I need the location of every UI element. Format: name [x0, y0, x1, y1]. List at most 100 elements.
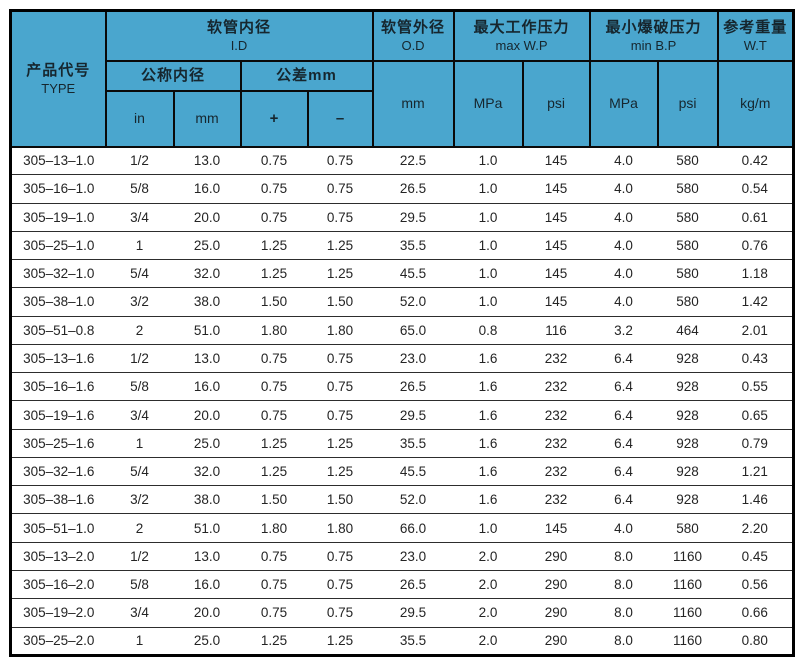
cell-minbp-psi: 580 [657, 174, 718, 204]
cell-tol-plus: 0.75 [240, 174, 308, 204]
header-id-unit-in-label: in [134, 109, 145, 126]
table-row: 305–16–1.0 5/8 16.0 0.75 0.75 26.5 1.0 145 4.0 58… [10, 174, 794, 204]
cell-maxwp-psi: 290 [522, 569, 590, 599]
cell-id-mm: 32.0 [173, 259, 241, 288]
table-row: 305–51–0.8 2 51.0 1.80 1.80 65.0 0.8 116 3.2 464 2… [10, 315, 794, 345]
cell-id-mm: 20.0 [173, 598, 241, 628]
cell-od-mm: 26.5 [372, 569, 454, 599]
cell-id-mm: 25.0 [173, 428, 241, 458]
hose-spec-table: 产品代号 TYPE 软管内径 I.D 软管外径 O.D 最大工作压力 max W… [9, 9, 796, 657]
cell-minbp-psi: 580 [657, 287, 718, 317]
cell-tol-minus: 1.80 [307, 513, 373, 543]
cell-minbp-psi: 1160 [657, 569, 718, 599]
cell-id-mm: 25.0 [173, 230, 241, 260]
cell-maxwp-psi: 145 [522, 259, 590, 288]
cell-type: 305–16–2.0 [10, 569, 106, 599]
header-wt-unit-kgm-label: kg/m [740, 94, 771, 111]
cell-tol-plus: 0.75 [240, 598, 308, 628]
cell-maxwp-psi: 145 [522, 230, 590, 260]
cell-type: 305–19–1.6 [10, 400, 106, 430]
cell-maxwp-mpa: 0.8 [453, 315, 523, 345]
cell-id-in: 5/8 [105, 372, 174, 401]
cell-od-mm: 52.0 [372, 287, 454, 317]
cell-minbp-mpa: 8.0 [589, 541, 658, 571]
cell-od-mm: 26.5 [372, 174, 454, 204]
cell-wt-kgm: 0.61 [717, 202, 794, 232]
table-row: 305–13–1.6 1/2 13.0 0.75 0.75 23.0 1.6 232 6.4 92… [10, 343, 794, 373]
cell-id-in: 3/4 [105, 400, 174, 430]
cell-maxwp-mpa: 1.6 [453, 485, 523, 514]
cell-type: 305–19–1.0 [10, 202, 106, 232]
cell-id-in: 5/8 [105, 174, 174, 204]
cell-tol-plus: 0.75 [240, 400, 308, 430]
cell-maxwp-mpa: 1.0 [453, 513, 523, 543]
cell-type: 305–25–2.0 [10, 626, 106, 656]
table-row: 305–25–1.6 1 25.0 1.25 1.25 35.5 1.6 232 6.4 928 0… [10, 428, 794, 458]
cell-id-in: 1 [105, 230, 174, 260]
cell-tol-minus: 0.75 [307, 174, 373, 204]
cell-tol-plus: 1.80 [240, 513, 308, 543]
cell-od-mm: 23.0 [372, 343, 454, 373]
table-row: 305–25–2.0 1 25.0 1.25 1.25 35.5 2.0 290 8.0 1160… [10, 626, 794, 656]
cell-maxwp-psi: 145 [522, 513, 590, 543]
cell-type: 305–51–0.8 [10, 315, 106, 345]
table-row: 305–51–1.0 2 51.0 1.80 1.80 66.0 1.0 145 4.0 580 2… [10, 513, 794, 543]
cell-id-mm: 13.0 [173, 541, 241, 571]
cell-tol-minus: 1.25 [307, 230, 373, 260]
cell-minbp-mpa: 4.0 [589, 259, 658, 288]
cell-minbp-mpa: 4.0 [589, 287, 658, 317]
cell-minbp-mpa: 6.4 [589, 400, 658, 430]
cell-minbp-mpa: 4.0 [589, 145, 658, 175]
cell-tol-minus: 0.75 [307, 343, 373, 373]
cell-maxwp-mpa: 1.6 [453, 456, 523, 486]
cell-maxwp-psi: 232 [522, 428, 590, 458]
cell-id-mm: 13.0 [173, 343, 241, 373]
header-tolerance-label: 公差mm [276, 66, 337, 84]
cell-wt-kgm: 0.55 [717, 372, 794, 401]
cell-od-mm: 29.5 [372, 400, 454, 430]
header-od-unit-mm-label: mm [401, 94, 425, 111]
cell-type: 305–16–1.6 [10, 372, 106, 401]
cell-maxwp-psi: 145 [522, 287, 590, 317]
cell-tol-plus: 1.25 [240, 626, 308, 656]
cell-wt-kgm: 0.76 [717, 230, 794, 260]
cell-od-mm: 52.0 [372, 485, 454, 514]
cell-maxwp-psi: 290 [522, 598, 590, 628]
table-row: 305–16–1.6 5/8 16.0 0.75 0.75 26.5 1.6 232 6.4 92… [10, 372, 794, 401]
cell-minbp-psi: 1160 [657, 541, 718, 571]
cell-maxwp-mpa: 1.0 [453, 145, 523, 175]
cell-minbp-mpa: 6.4 [589, 343, 658, 373]
cell-minbp-psi: 928 [657, 400, 718, 430]
cell-minbp-mpa: 6.4 [589, 372, 658, 401]
cell-wt-kgm: 1.46 [717, 485, 794, 514]
cell-tol-minus: 1.25 [307, 456, 373, 486]
cell-od-mm: 35.5 [372, 428, 454, 458]
cell-tol-minus: 0.75 [307, 598, 373, 628]
cell-tol-minus: 0.75 [307, 372, 373, 401]
header-min-burst-pressure-en: min B.P [630, 37, 677, 53]
cell-minbp-psi: 928 [657, 372, 718, 401]
cell-id-mm: 25.0 [173, 626, 241, 656]
header-nominal-id-label: 公称内径 [140, 66, 205, 84]
header-product-type: 产品代号 TYPE [9, 9, 107, 148]
cell-type: 305–38–1.0 [10, 287, 106, 317]
header-min-burst-pressure: 最小爆破压力 min B.P [588, 9, 719, 62]
header-maxwp-unit-mpa-label: MPa [473, 94, 503, 111]
cell-minbp-mpa: 6.4 [589, 428, 658, 458]
header-id-unit-mm: mm [172, 89, 242, 148]
cell-minbp-psi: 1160 [657, 626, 718, 656]
table-header: 产品代号 TYPE 软管内径 I.D 软管外径 O.D 最大工作压力 max W… [9, 9, 795, 148]
cell-od-mm: 35.5 [372, 626, 454, 656]
header-maxwp-unit-mpa: MPa [452, 59, 524, 148]
cell-tol-plus: 0.75 [240, 202, 308, 232]
cell-maxwp-mpa: 1.6 [453, 428, 523, 458]
cell-id-in: 3/2 [105, 485, 174, 514]
header-reference-weight-zh: 参考重量 [723, 19, 788, 37]
cell-tol-minus: 1.25 [307, 428, 373, 458]
cell-minbp-psi: 928 [657, 428, 718, 458]
cell-type: 305–13–2.0 [10, 541, 106, 571]
cell-minbp-mpa: 4.0 [589, 513, 658, 543]
cell-tol-plus: 0.75 [240, 569, 308, 599]
table-row: 305–19–1.6 3/4 20.0 0.75 0.75 29.5 1.6 232 6.4 92… [10, 400, 794, 430]
cell-id-in: 1 [105, 428, 174, 458]
